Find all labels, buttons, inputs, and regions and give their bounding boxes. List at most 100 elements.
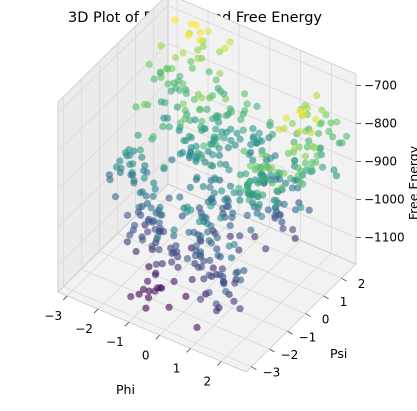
x-tick-label: −3 (44, 309, 62, 323)
data-point (207, 161, 215, 169)
data-point (126, 231, 134, 239)
data-point (210, 174, 219, 182)
data-point (140, 100, 149, 108)
data-point (241, 107, 249, 115)
data-point (253, 163, 261, 171)
data-point (231, 279, 239, 287)
y-tick-label: 1 (340, 295, 348, 309)
data-point (160, 163, 168, 171)
data-point (199, 42, 207, 51)
data-point (158, 260, 166, 268)
data-point (198, 94, 206, 102)
data-point (163, 114, 172, 122)
data-point (123, 211, 132, 219)
data-point (144, 228, 152, 236)
data-point (200, 213, 208, 221)
data-point (243, 211, 251, 219)
data-point (276, 211, 284, 219)
data-point (199, 183, 207, 191)
data-point (144, 217, 153, 225)
data-point (193, 323, 201, 331)
z-tick-label: −1100 (364, 230, 405, 244)
data-point (278, 218, 286, 226)
data-point (240, 147, 248, 155)
y-tick-label: 0 (322, 313, 330, 327)
data-point (296, 177, 304, 186)
data-point (184, 31, 192, 39)
data-point (282, 114, 290, 122)
data-point (226, 105, 234, 113)
data-point (172, 54, 180, 62)
data-point (247, 226, 255, 234)
z-tick-label: −1000 (364, 192, 405, 206)
data-point (179, 49, 187, 57)
x-grid-line (66, 0, 178, 297)
y-tick-label: 2 (358, 277, 366, 291)
data-point (173, 103, 181, 111)
data-point (242, 170, 250, 178)
data-point (203, 105, 211, 113)
data-point (194, 54, 202, 63)
data-point (308, 142, 316, 151)
data-point (200, 275, 208, 283)
data-point (216, 160, 224, 168)
data-point (207, 202, 215, 210)
data-point (185, 154, 194, 162)
data-point (258, 150, 266, 158)
data-point (237, 276, 245, 284)
data-point (165, 303, 173, 311)
data-point (260, 175, 268, 183)
data-point (222, 161, 230, 169)
y-grid-line (81, 78, 270, 350)
data-point (206, 140, 214, 148)
data-point (301, 159, 309, 167)
data-point (279, 224, 287, 233)
data-point (216, 48, 224, 56)
data-point (327, 119, 335, 127)
data-point (295, 127, 304, 135)
data-point (225, 166, 233, 174)
data-point (182, 292, 190, 300)
data-point (288, 184, 296, 192)
data-point (210, 189, 218, 197)
data-point (151, 287, 159, 295)
x-tick-label: 0 (142, 348, 150, 362)
data-point (231, 141, 239, 149)
data-point (149, 133, 157, 141)
data-point (194, 263, 202, 271)
data-point (129, 160, 137, 168)
data-point (264, 206, 272, 214)
data-point (170, 277, 178, 286)
data-point (239, 126, 247, 134)
data-point (170, 226, 178, 234)
data-point (204, 228, 212, 236)
data-point (249, 156, 257, 164)
data-point (190, 95, 198, 104)
data-point (182, 90, 190, 98)
data-point (212, 76, 220, 84)
data-point (151, 185, 159, 193)
data-point (313, 92, 321, 100)
data-point (135, 203, 143, 211)
data-point (180, 136, 188, 145)
data-point (179, 80, 187, 88)
data-point (145, 287, 153, 295)
x-tick-mark (62, 295, 68, 301)
y-grid-line (117, 43, 306, 314)
data-point (329, 133, 337, 141)
y-tick-mark (323, 295, 329, 300)
data-point (236, 232, 244, 240)
data-point (322, 111, 330, 119)
z-axis-label: Free Energy (406, 145, 417, 220)
data-point (188, 275, 196, 284)
data-point (181, 106, 189, 115)
data-point (139, 236, 147, 244)
data-point (136, 189, 144, 197)
data-point (220, 278, 228, 286)
data-point (268, 179, 276, 187)
y-tick-mark (305, 313, 311, 317)
data-point (194, 46, 202, 54)
data-point (226, 38, 234, 46)
data-point (183, 208, 191, 216)
data-point (230, 189, 238, 197)
